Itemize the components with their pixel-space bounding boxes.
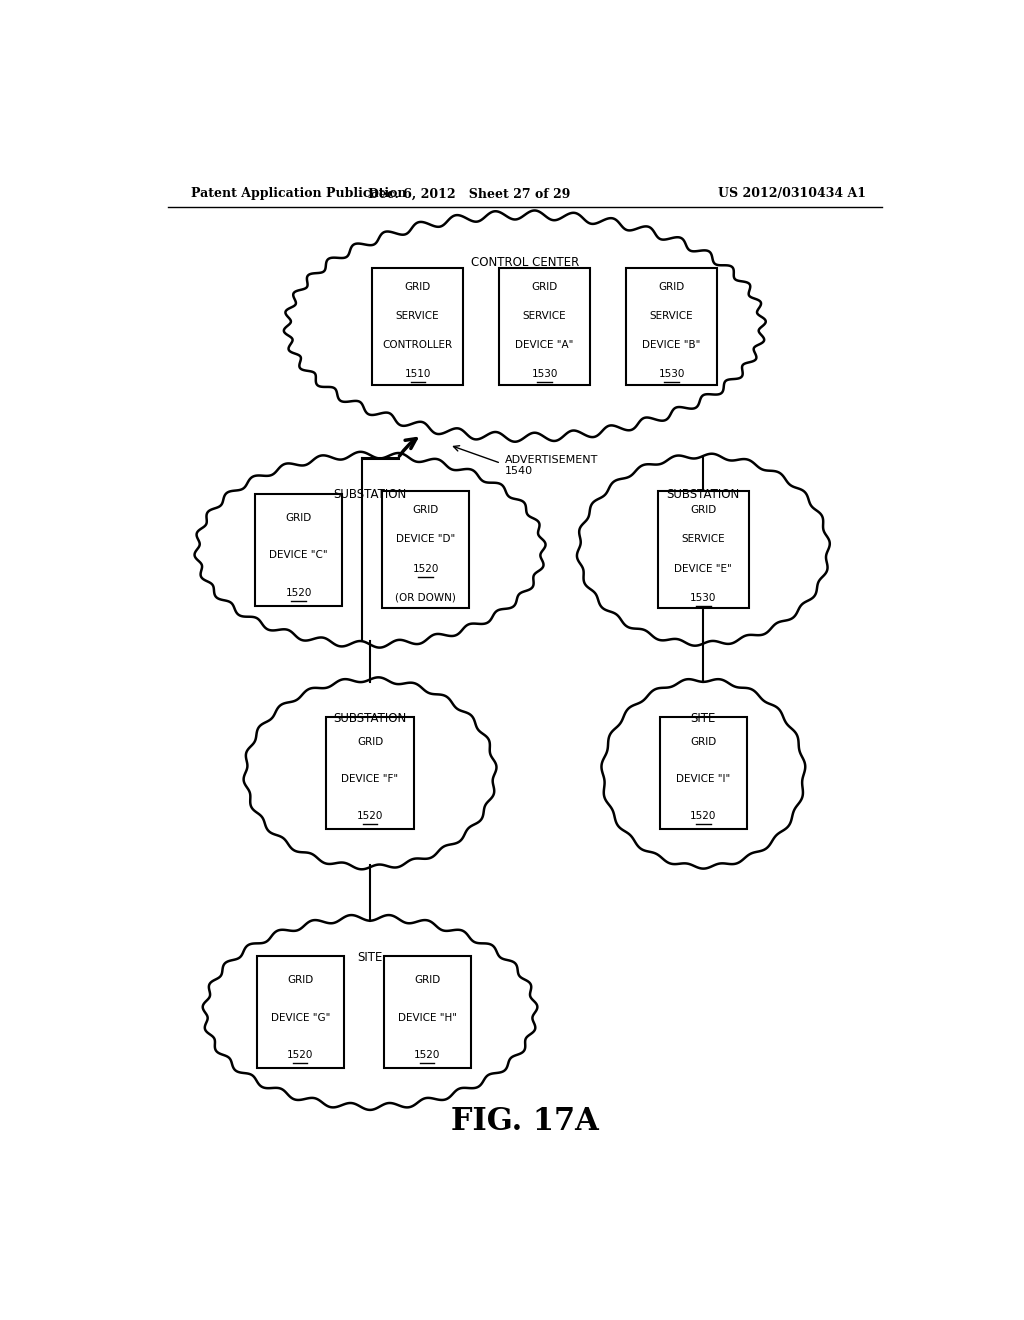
Text: CONTROLLER: CONTROLLER bbox=[383, 341, 453, 350]
FancyBboxPatch shape bbox=[382, 491, 469, 609]
Text: 1510: 1510 bbox=[404, 370, 431, 379]
FancyBboxPatch shape bbox=[372, 268, 463, 384]
Text: ADVERTISEMENT
1540: ADVERTISEMENT 1540 bbox=[505, 454, 598, 477]
Text: DEVICE "F": DEVICE "F" bbox=[341, 774, 398, 784]
Text: (OR DOWN): (OR DOWN) bbox=[395, 593, 456, 603]
Text: DEVICE "I": DEVICE "I" bbox=[676, 774, 730, 784]
Text: US 2012/0310434 A1: US 2012/0310434 A1 bbox=[718, 187, 866, 201]
Text: 1530: 1530 bbox=[531, 370, 558, 379]
Text: 1520: 1520 bbox=[690, 812, 717, 821]
FancyBboxPatch shape bbox=[659, 718, 746, 829]
FancyBboxPatch shape bbox=[327, 718, 414, 829]
Text: 1520: 1520 bbox=[414, 1049, 440, 1060]
Text: DEVICE "H": DEVICE "H" bbox=[397, 1012, 457, 1023]
Text: 1520: 1520 bbox=[286, 587, 312, 598]
Text: 1520: 1520 bbox=[287, 1049, 313, 1060]
Polygon shape bbox=[244, 677, 497, 870]
Text: DEVICE "A": DEVICE "A" bbox=[515, 341, 573, 350]
Polygon shape bbox=[577, 454, 829, 645]
Text: DEVICE "C": DEVICE "C" bbox=[269, 550, 328, 560]
FancyBboxPatch shape bbox=[626, 268, 717, 384]
FancyBboxPatch shape bbox=[257, 956, 344, 1068]
Text: GRID: GRID bbox=[404, 281, 431, 292]
Text: DEVICE "E": DEVICE "E" bbox=[675, 564, 732, 574]
Text: SERVICE: SERVICE bbox=[682, 535, 725, 544]
FancyBboxPatch shape bbox=[657, 491, 749, 609]
FancyBboxPatch shape bbox=[499, 268, 590, 384]
Text: GRID: GRID bbox=[357, 737, 383, 747]
Text: GRID: GRID bbox=[287, 975, 313, 986]
Polygon shape bbox=[601, 680, 805, 869]
Text: GRID: GRID bbox=[286, 513, 311, 523]
Text: GRID: GRID bbox=[531, 281, 558, 292]
Polygon shape bbox=[203, 915, 538, 1110]
Text: SERVICE: SERVICE bbox=[396, 312, 439, 321]
Text: 1520: 1520 bbox=[413, 564, 439, 574]
FancyBboxPatch shape bbox=[255, 494, 342, 606]
Text: SITE: SITE bbox=[690, 711, 716, 725]
FancyBboxPatch shape bbox=[384, 956, 471, 1068]
Text: SITE: SITE bbox=[357, 950, 383, 964]
Text: SUBSTATION: SUBSTATION bbox=[667, 488, 740, 502]
Text: Patent Application Publication: Patent Application Publication bbox=[191, 187, 407, 201]
Text: SUBSTATION: SUBSTATION bbox=[334, 711, 407, 725]
Text: DEVICE "B": DEVICE "B" bbox=[642, 341, 700, 350]
Text: GRID: GRID bbox=[414, 975, 440, 986]
Text: GRID: GRID bbox=[690, 737, 717, 747]
Text: SERVICE: SERVICE bbox=[523, 312, 566, 321]
Text: GRID: GRID bbox=[658, 281, 685, 292]
Text: SERVICE: SERVICE bbox=[650, 312, 693, 321]
Text: GRID: GRID bbox=[690, 506, 717, 515]
Text: DEVICE "G": DEVICE "G" bbox=[270, 1012, 330, 1023]
Polygon shape bbox=[284, 210, 766, 442]
Text: FIG. 17A: FIG. 17A bbox=[451, 1106, 599, 1138]
Text: 1530: 1530 bbox=[658, 370, 685, 379]
Text: Dec. 6, 2012   Sheet 27 of 29: Dec. 6, 2012 Sheet 27 of 29 bbox=[368, 187, 570, 201]
Text: 1520: 1520 bbox=[356, 812, 383, 821]
Text: DEVICE "D": DEVICE "D" bbox=[396, 535, 456, 544]
Text: 1530: 1530 bbox=[690, 593, 717, 603]
Polygon shape bbox=[195, 451, 546, 648]
Text: CONTROL CENTER: CONTROL CENTER bbox=[471, 256, 579, 268]
Text: GRID: GRID bbox=[413, 506, 438, 515]
Text: SUBSTATION: SUBSTATION bbox=[334, 488, 407, 502]
